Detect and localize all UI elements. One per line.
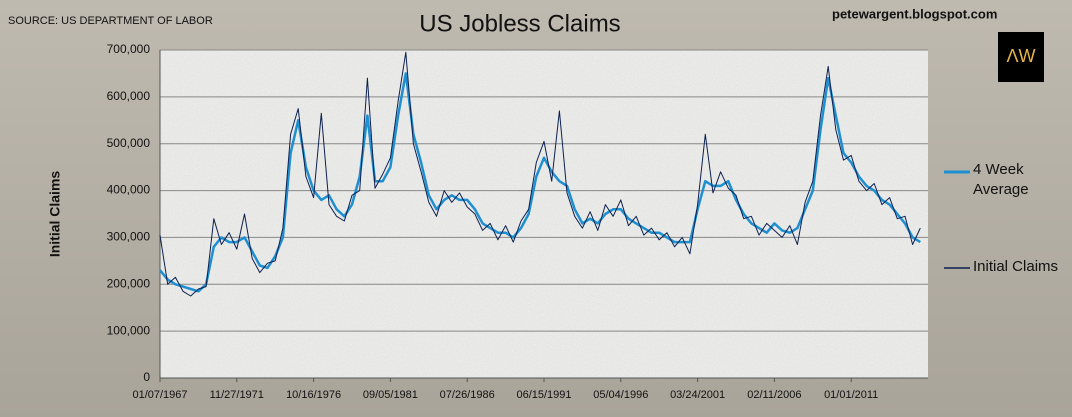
x-tick-label: 06/15/1991 bbox=[516, 389, 571, 401]
x-tick-label: 01/01/2011 bbox=[824, 389, 878, 401]
y-tick-label: 200,000 bbox=[107, 276, 151, 290]
x-tick-label: 07/26/1986 bbox=[440, 389, 495, 401]
source: SOURCE: US DEPARTMENT OF LABOR bbox=[8, 15, 213, 27]
y-tick-label: 400,000 bbox=[107, 183, 151, 197]
x-tick-label: 09/05/1981 bbox=[363, 389, 418, 401]
series-line bbox=[159, 51, 921, 297]
chart-title: US Jobless Claims bbox=[419, 10, 620, 37]
logo: ΛW bbox=[1006, 46, 1035, 66]
y-tick-label: 0 bbox=[143, 370, 150, 384]
series-line bbox=[159, 72, 921, 293]
y-tick-label: 300,000 bbox=[107, 230, 151, 244]
legend-label: Initial Claims bbox=[973, 258, 1059, 275]
y-tick-label: 600,000 bbox=[107, 89, 151, 103]
y-tick-label: 100,000 bbox=[107, 323, 151, 337]
logo-box bbox=[998, 32, 1044, 82]
x-tick-label: 01/07/1967 bbox=[132, 389, 187, 401]
legend-label: 4 Week Average bbox=[973, 161, 1029, 198]
x-tick-label: 02/11/2006 bbox=[747, 389, 801, 401]
plot-texture bbox=[160, 50, 928, 378]
x-tick-label: 03/24/2001 bbox=[670, 389, 725, 401]
x-tick-label: 05/04/1996 bbox=[593, 389, 648, 401]
x-tick-label: 11/27/1971 bbox=[210, 389, 264, 401]
x-tick-label: 10/16/1976 bbox=[286, 389, 341, 401]
y-tick-label: 700,000 bbox=[107, 42, 151, 56]
y-tick-label: 500,000 bbox=[107, 136, 151, 150]
website: petewargent.blogspot.com bbox=[832, 6, 997, 21]
y-axis-label: Initial Claims bbox=[47, 171, 63, 258]
